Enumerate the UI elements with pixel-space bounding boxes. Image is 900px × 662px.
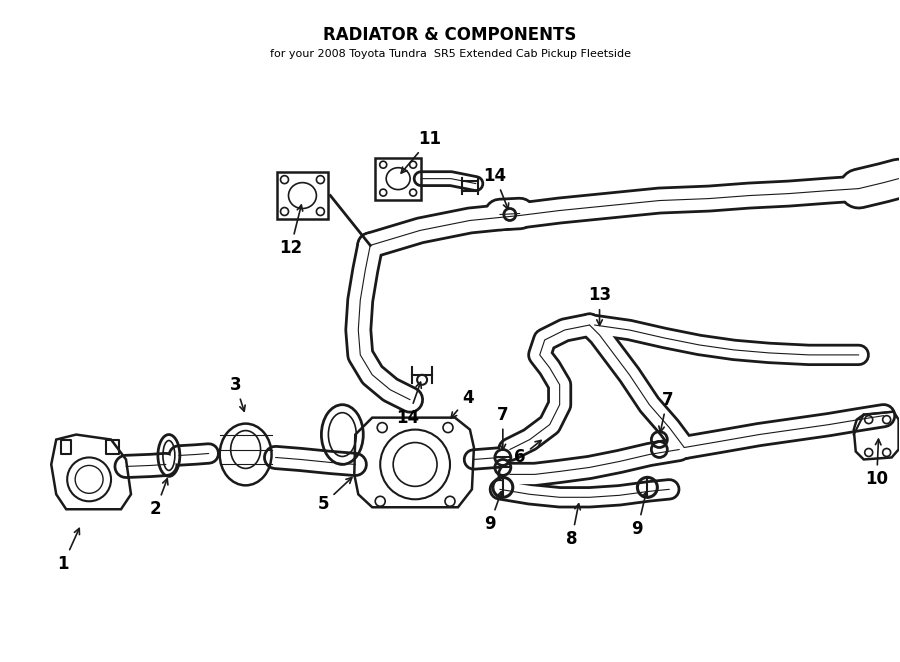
Text: 14: 14 (483, 167, 508, 209)
Bar (276, 171, 328, 220)
Text: 13: 13 (588, 286, 611, 325)
Text: RADIATOR & COMPONENTS: RADIATOR & COMPONENTS (323, 26, 577, 44)
Text: 7: 7 (659, 391, 673, 432)
Text: 2: 2 (150, 479, 168, 518)
Text: 9: 9 (632, 492, 648, 538)
Text: 10: 10 (865, 439, 888, 489)
Bar (375, 158, 421, 199)
Text: 8: 8 (566, 504, 580, 548)
Text: 1: 1 (58, 528, 79, 573)
Text: 11: 11 (401, 130, 442, 173)
Text: 4: 4 (451, 389, 473, 418)
Text: 14: 14 (397, 382, 421, 426)
Text: 7: 7 (497, 406, 508, 450)
Text: for your 2008 Toyota Tundra  SR5 Extended Cab Pickup Fleetside: for your 2008 Toyota Tundra SR5 Extended… (269, 49, 631, 59)
Text: 5: 5 (318, 477, 352, 513)
Text: 3: 3 (230, 376, 245, 411)
Text: 6: 6 (514, 440, 541, 467)
Text: 9: 9 (484, 492, 502, 533)
Text: 12: 12 (279, 205, 302, 258)
